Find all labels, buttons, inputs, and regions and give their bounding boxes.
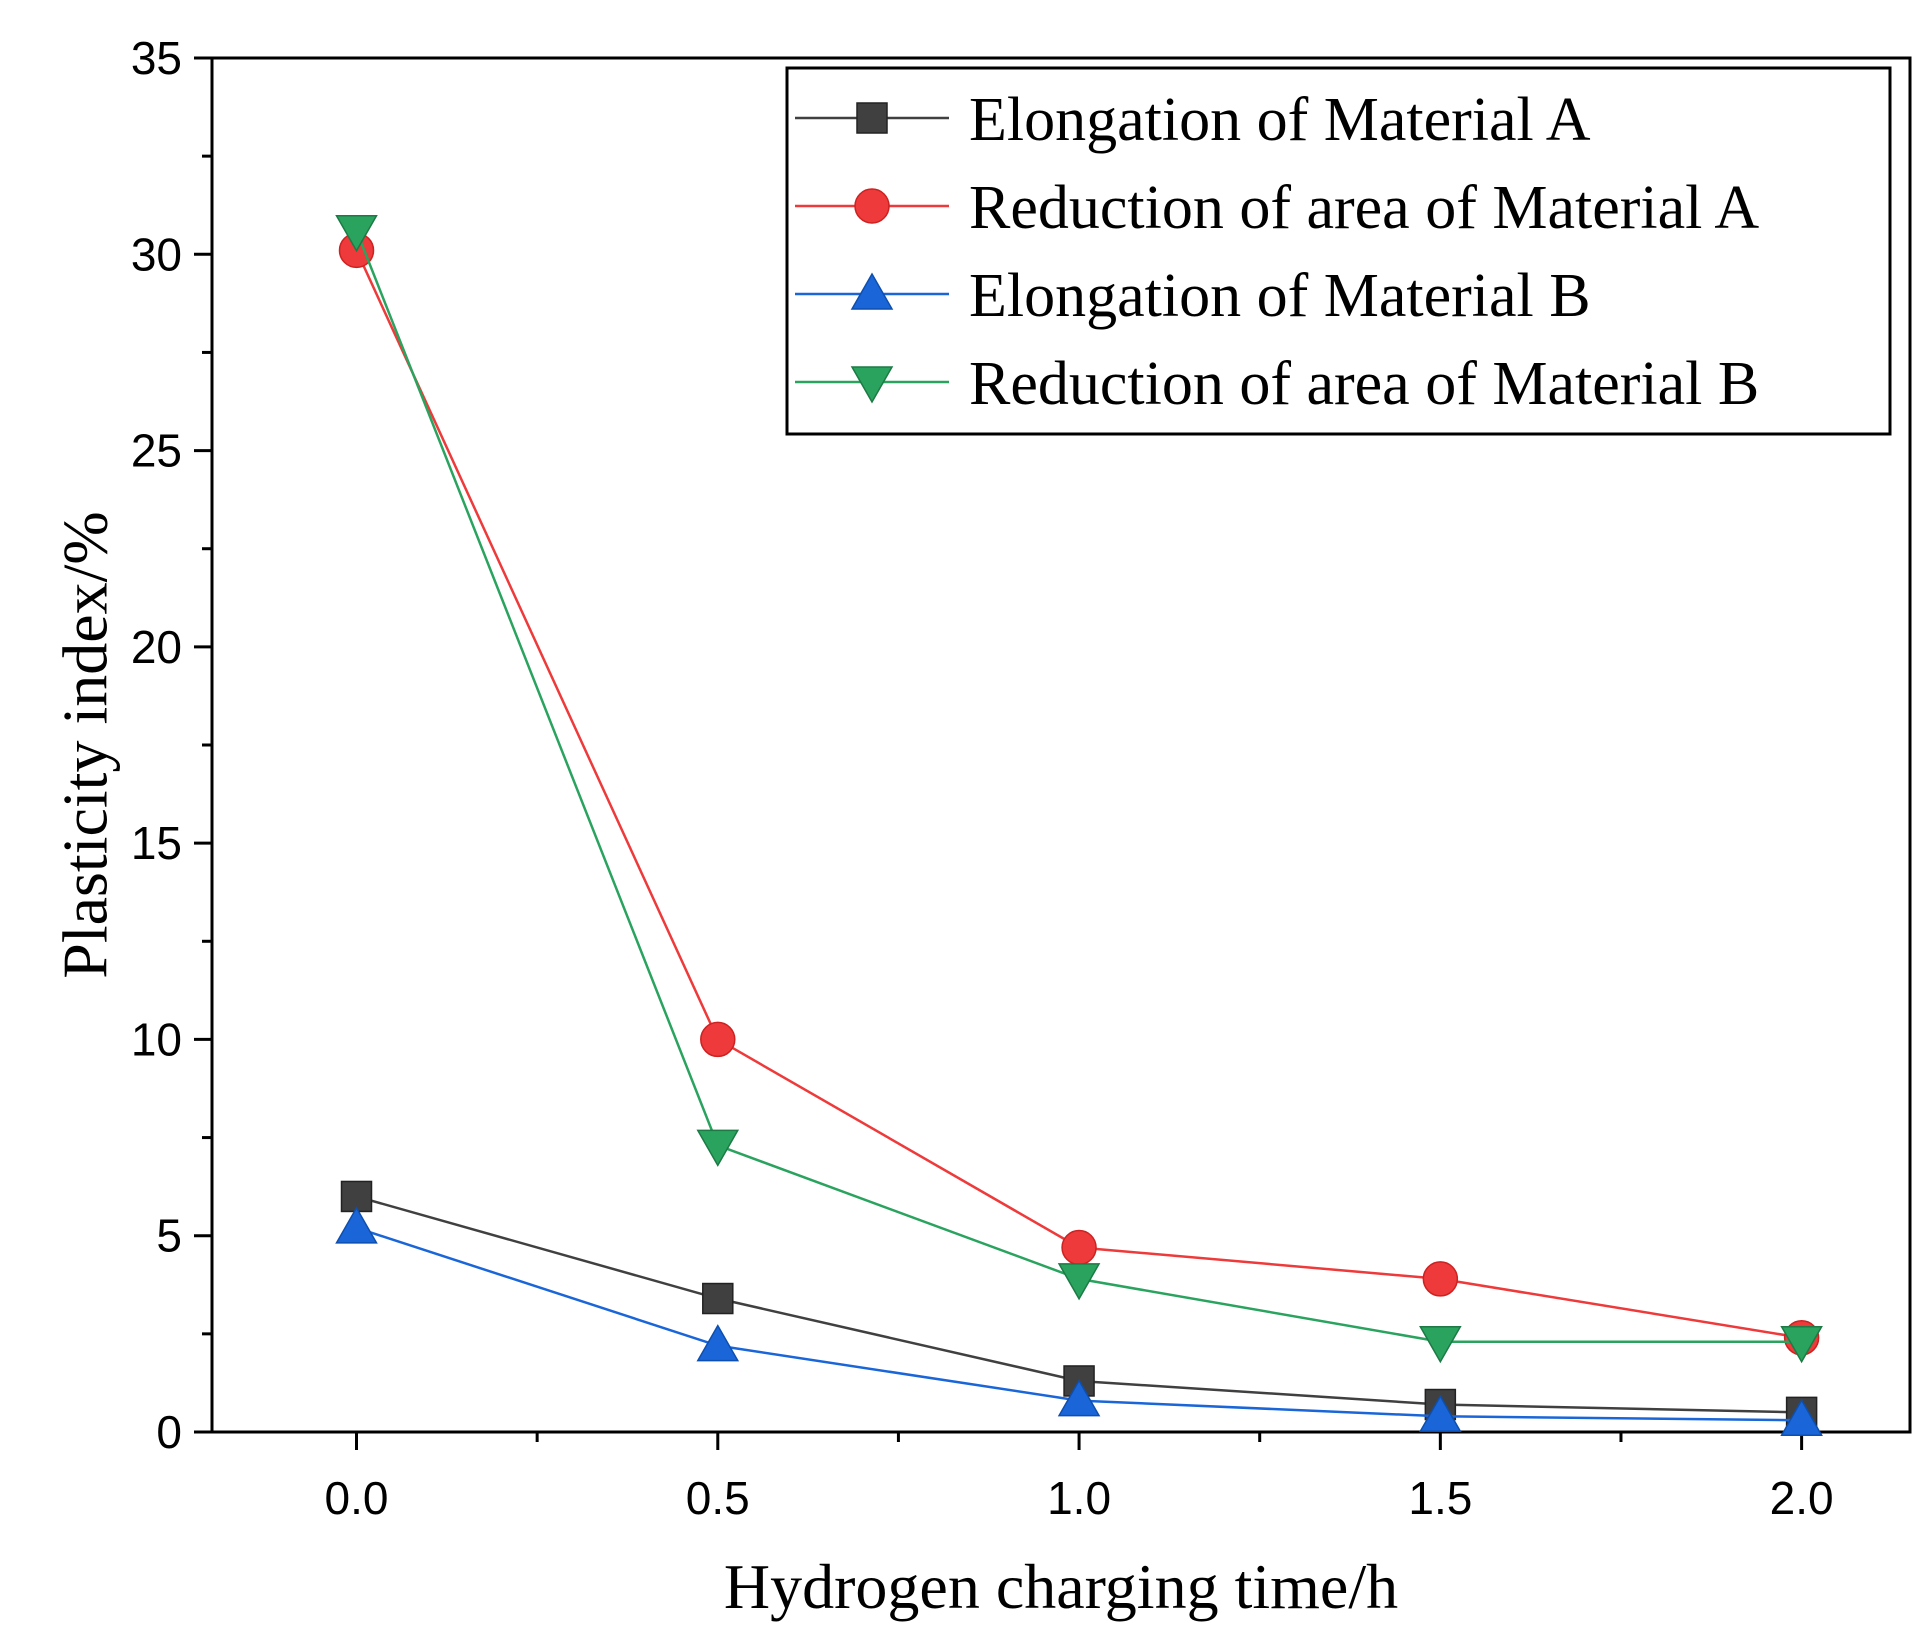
legend-entry: Reduction of area of Material B (795, 350, 1759, 418)
legend-label: Elongation of Material B (969, 262, 1591, 330)
series-layer (335, 214, 1823, 1436)
y-tick-label: 0 (156, 1406, 182, 1458)
data-point (1422, 1261, 1459, 1297)
x-tick-label: 0.5 (686, 1472, 750, 1524)
data-point (1057, 1379, 1101, 1417)
data-point (696, 1324, 740, 1362)
x-axis-title: Hydrogen charging time/h (724, 1551, 1398, 1622)
y-tick-label: 30 (131, 228, 182, 280)
data-point (702, 1282, 734, 1315)
y-tick-label: 35 (131, 32, 182, 84)
y-tick-label: 15 (131, 817, 182, 869)
y-axis-title: Plasticity index/% (49, 511, 120, 979)
data-point (1780, 1325, 1823, 1364)
x-tick-label: 1.0 (1047, 1472, 1111, 1524)
x-tick-label: 1.5 (1408, 1472, 1472, 1524)
series-4 (335, 214, 1823, 1364)
legend-marker (850, 366, 894, 404)
data-point (335, 1206, 378, 1244)
legend-entry: Reduction of area of Material A (795, 174, 1759, 242)
data-point (335, 214, 378, 253)
legend-label: Reduction of area of Material B (969, 350, 1759, 418)
axes: 0.0 0.5 1.0 1.5 2.0 0 5 10 15 20 25 30 35 (131, 32, 1912, 1524)
x-tick-label: 0.0 (325, 1472, 389, 1524)
legend-marker (854, 188, 890, 224)
data-point (696, 1129, 740, 1167)
y-tick-label: 25 (131, 425, 182, 477)
series-3 (335, 1206, 1823, 1436)
data-point (1780, 1398, 1823, 1436)
legend: Elongation of Material A Reduction of are… (785, 66, 1892, 436)
legend-label: Reduction of area of Material A (969, 174, 1759, 242)
data-point (700, 1021, 736, 1058)
data-point (1419, 1394, 1462, 1433)
legend-entry: Elongation of Material A (795, 86, 1591, 154)
data-point (1419, 1325, 1462, 1364)
legend-box (785, 66, 1892, 436)
y-tick-label: 20 (131, 621, 182, 673)
y-tick-label: 10 (131, 1013, 182, 1065)
x-tick-label: 2.0 (1770, 1472, 1834, 1524)
y-tick-label: 5 (156, 1210, 182, 1262)
legend-marker (856, 102, 888, 134)
legend-label: Elongation of Material A (969, 86, 1591, 154)
legend-marker (850, 272, 894, 310)
data-point (1057, 1263, 1101, 1301)
legend-entry: Elongation of Material B (795, 262, 1591, 330)
data-point (1061, 1229, 1097, 1266)
